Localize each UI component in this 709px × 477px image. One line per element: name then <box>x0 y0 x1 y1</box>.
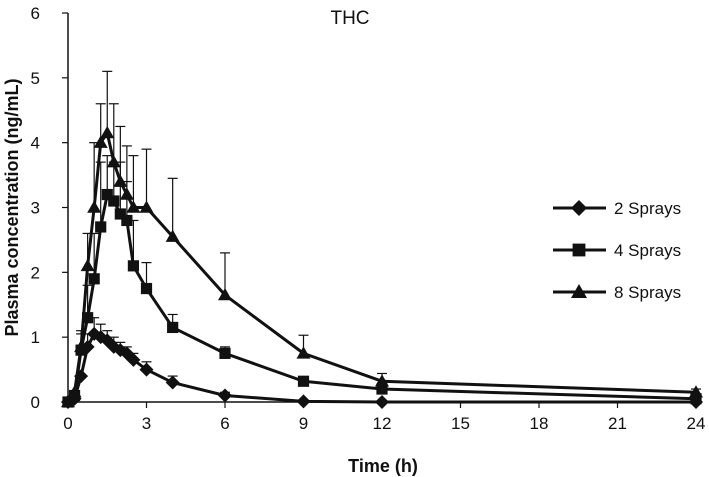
data-point <box>113 174 128 187</box>
data-point <box>126 352 141 367</box>
legend-marker <box>571 284 587 298</box>
legend: 2 Sprays 4 Sprays 8 Sprays <box>553 199 681 302</box>
legend-marker <box>571 200 587 216</box>
data-point <box>101 188 113 201</box>
data-point <box>114 208 126 220</box>
y-tick-label: 6 <box>31 4 40 23</box>
y-tick-label: 4 <box>31 134 40 153</box>
data-point <box>61 395 75 408</box>
x-tick-label: 18 <box>530 414 549 433</box>
x-axis-title: Time (h) <box>348 456 418 476</box>
data-point <box>296 394 311 409</box>
data-point <box>106 155 121 168</box>
x-tick-label: 9 <box>299 414 308 433</box>
x-tick-label: 0 <box>63 414 72 433</box>
data-point <box>296 346 311 359</box>
y-tick-label: 3 <box>31 199 40 218</box>
x-tick-label: 24 <box>687 414 706 433</box>
legend-marker <box>572 243 586 257</box>
x-tick-label: 3 <box>142 414 151 433</box>
series-line <box>66 131 697 403</box>
series-2-sprays <box>61 317 703 409</box>
data-point <box>127 260 140 272</box>
data-point <box>93 135 108 148</box>
legend-label: 4 Sprays <box>614 241 681 260</box>
y-tick-label: 5 <box>31 69 40 88</box>
data-point <box>108 195 120 207</box>
y-tick-label: 2 <box>31 263 40 282</box>
data-point <box>139 362 154 377</box>
legend-item-4-sprays: 4 Sprays <box>553 241 681 260</box>
x-tick-label: 15 <box>451 414 470 433</box>
data-point <box>165 229 180 242</box>
data-point <box>121 214 133 227</box>
x-tick-label: 21 <box>608 414 627 433</box>
legend-item-2-sprays: 2 Sprays <box>553 199 681 218</box>
data-point <box>140 282 153 295</box>
data-point <box>100 125 115 139</box>
data-point <box>297 375 310 387</box>
legend-label: 8 Sprays <box>614 283 681 302</box>
data-point <box>219 347 231 359</box>
y-tick-label: 1 <box>31 328 40 347</box>
series-4-sprays <box>62 155 702 408</box>
data-point <box>95 221 107 233</box>
data-point <box>218 388 232 403</box>
y-axis-title: Plasma concentration (ng/mL) <box>2 78 22 336</box>
y-axis-ticks: 0 1 2 3 4 5 6 <box>31 4 68 412</box>
data-point <box>126 200 141 213</box>
data-point <box>690 393 702 405</box>
data-point <box>139 200 154 213</box>
data-point <box>82 312 94 324</box>
plot-area <box>61 70 703 409</box>
data-point <box>87 200 102 213</box>
x-tick-label: 12 <box>373 414 392 433</box>
data-point <box>167 321 179 334</box>
x-axis-ticks: 0 3 6 9 12 15 18 21 24 <box>63 402 705 433</box>
legend-item-8-sprays: 8 Sprays <box>553 283 681 302</box>
data-point <box>376 383 388 395</box>
data-point <box>119 187 134 200</box>
series-8-sprays <box>61 70 703 408</box>
data-point <box>375 374 389 387</box>
data-point <box>67 385 82 398</box>
data-point <box>74 339 89 353</box>
data-point <box>165 375 180 390</box>
y-tick-label: 0 <box>31 393 40 412</box>
x-tick-label: 6 <box>220 414 229 433</box>
chart-title: THC <box>330 8 369 29</box>
data-point <box>375 395 389 409</box>
legend-label: 2 Sprays <box>614 199 681 218</box>
data-point <box>88 273 100 285</box>
data-point <box>80 258 95 272</box>
data-point <box>689 385 703 398</box>
data-point <box>218 288 232 301</box>
